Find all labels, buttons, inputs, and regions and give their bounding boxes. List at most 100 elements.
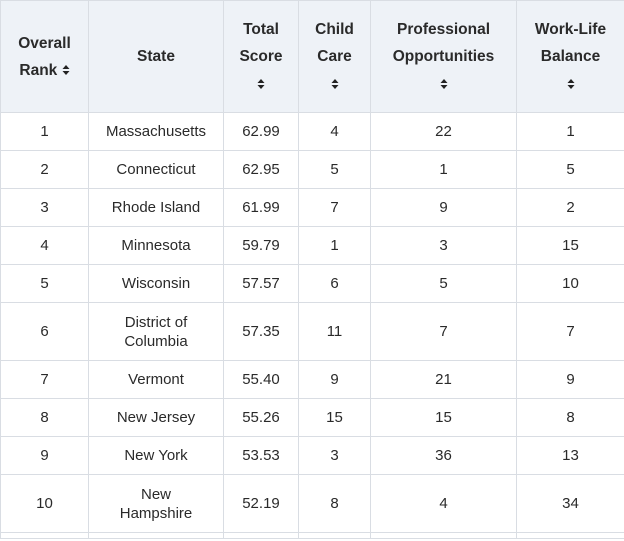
header-work-life-balance[interactable]: Work-Life Balance	[516, 0, 624, 113]
work-life-balance-cell: 9	[516, 360, 624, 399]
state-cell: New York	[88, 436, 224, 475]
table-row: 10 New Hampshire 52.19 8 4 34	[0, 474, 624, 533]
state-cell: District of Columbia	[88, 302, 224, 361]
rank-cell: 10	[0, 474, 89, 533]
child-care-cell: 4	[298, 112, 371, 151]
header-label: Total	[243, 21, 279, 38]
state-cell: New Jersey	[88, 398, 224, 437]
professional-opportunities-cell: 4	[370, 474, 517, 533]
child-care-cell: 7	[298, 188, 371, 227]
rank-cell: 9	[0, 436, 89, 475]
child-care-cell: 11	[298, 302, 371, 361]
professional-opportunities-cell: 21	[370, 360, 517, 399]
table-body: 1 Massachusetts 62.99 4 22 1 2 Connecticut 62.95…	[0, 112, 624, 539]
empty-cell	[298, 532, 371, 539]
total-score-cell: 55.26	[223, 398, 299, 437]
table-row: 6 District of Columbia 57.35 11 7 7	[0, 302, 624, 361]
header-professional-opportunities[interactable]: Professional Opportunities	[370, 0, 517, 113]
sort-updown-icon[interactable]	[331, 78, 339, 90]
header-label: Rank	[19, 61, 58, 79]
state-cell: New Hampshire	[88, 474, 224, 533]
rank-cell: 3	[0, 188, 89, 227]
work-life-balance-cell: 10	[516, 264, 624, 303]
table-row: 7 Vermont 55.40 9 21 9	[0, 360, 624, 399]
rank-cell: 5	[0, 264, 89, 303]
total-score-cell: 55.40	[223, 360, 299, 399]
professional-opportunities-cell: 7	[370, 302, 517, 361]
state-cell: Vermont	[88, 360, 224, 399]
header-label: Professional	[396, 21, 491, 38]
table-row: 8 New Jersey 55.26 15 15 8	[0, 398, 624, 437]
header-label: Work-Life	[534, 21, 607, 38]
professional-opportunities-cell: 1	[370, 150, 517, 189]
state-cell: Minnesota	[88, 226, 224, 265]
child-care-cell: 8	[298, 474, 371, 533]
empty-cell	[370, 532, 517, 539]
work-life-balance-cell: 7	[516, 302, 624, 361]
header-label: Opportunities	[392, 48, 495, 65]
header-overall-rank[interactable]: Overall Rank	[0, 0, 89, 113]
empty-cell	[223, 532, 299, 539]
child-care-cell: 6	[298, 264, 371, 303]
header-label: State	[137, 48, 175, 65]
total-score-cell: 61.99	[223, 188, 299, 227]
rank-cell: 6	[0, 302, 89, 361]
professional-opportunities-cell: 9	[370, 188, 517, 227]
total-score-cell: 52.19	[223, 474, 299, 533]
table-row: 5 Wisconsin 57.57 6 5 10	[0, 264, 624, 303]
work-life-balance-cell: 13	[516, 436, 624, 475]
sort-updown-icon[interactable]	[440, 78, 448, 90]
table-row: 1 Massachusetts 62.99 4 22 1	[0, 112, 624, 151]
professional-opportunities-cell: 36	[370, 436, 517, 475]
rank-cell: 4	[0, 226, 89, 265]
state-cell: Connecticut	[88, 150, 224, 189]
child-care-cell: 3	[298, 436, 371, 475]
total-score-cell: 57.35	[223, 302, 299, 361]
header-total-score[interactable]: Total Score	[223, 0, 299, 113]
professional-opportunities-cell: 5	[370, 264, 517, 303]
sort-updown-icon[interactable]	[62, 64, 70, 76]
table-row: 9 New York 53.53 3 36 13	[0, 436, 624, 475]
total-score-cell: 57.57	[223, 264, 299, 303]
header-label: Score	[239, 48, 283, 65]
child-care-cell: 5	[298, 150, 371, 189]
work-life-balance-cell: 8	[516, 398, 624, 437]
state-cell: Rhode Island	[88, 188, 224, 227]
header-row: Overall Rank State Total Score Child Car…	[0, 0, 624, 113]
empty-cell	[516, 532, 624, 539]
work-life-balance-cell: 5	[516, 150, 624, 189]
state-cell: Wisconsin	[88, 264, 224, 303]
rank-cell: 8	[0, 398, 89, 437]
professional-opportunities-cell: 3	[370, 226, 517, 265]
child-care-cell: 15	[298, 398, 371, 437]
header-label: Care	[317, 48, 352, 65]
professional-opportunities-cell: 22	[370, 112, 517, 151]
rank-cell: 2	[0, 150, 89, 189]
rank-cell: 7	[0, 360, 89, 399]
empty-cell	[88, 532, 224, 539]
total-score-cell: 62.99	[223, 112, 299, 151]
sort-updown-icon[interactable]	[257, 78, 265, 90]
total-score-cell: 62.95	[223, 150, 299, 189]
header-label: Balance	[540, 48, 601, 65]
header-label: Child	[315, 21, 354, 38]
header-label: Overall	[18, 34, 71, 52]
header-state: State	[88, 0, 224, 113]
state-cell: Massachusetts	[88, 112, 224, 151]
sort-updown-icon[interactable]	[567, 78, 575, 90]
work-life-balance-cell: 1	[516, 112, 624, 151]
professional-opportunities-cell: 15	[370, 398, 517, 437]
table-row: 3 Rhode Island 61.99 7 9 2	[0, 188, 624, 227]
total-score-cell: 53.53	[223, 436, 299, 475]
header-child-care[interactable]: Child Care	[298, 0, 371, 113]
child-care-cell: 1	[298, 226, 371, 265]
table-row: 2 Connecticut 62.95 5 1 5	[0, 150, 624, 189]
work-life-balance-cell: 15	[516, 226, 624, 265]
total-score-cell: 59.79	[223, 226, 299, 265]
table-row: 4 Minnesota 59.79 1 3 15	[0, 226, 624, 265]
table-row-partial	[0, 532, 624, 539]
rank-cell: 1	[0, 112, 89, 151]
empty-cell	[0, 532, 89, 539]
work-life-balance-cell: 2	[516, 188, 624, 227]
